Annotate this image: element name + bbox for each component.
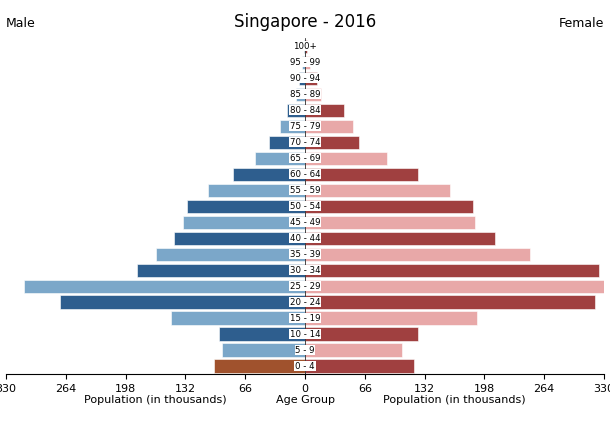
- Text: Age Group: Age Group: [276, 395, 334, 405]
- Bar: [279, 119, 305, 133]
- Text: 100+: 100+: [293, 42, 317, 51]
- Bar: [171, 312, 305, 325]
- Bar: [305, 295, 595, 309]
- Bar: [305, 104, 344, 117]
- Bar: [269, 136, 305, 149]
- Text: 40 - 44: 40 - 44: [290, 234, 320, 243]
- Bar: [299, 72, 305, 85]
- Text: Female: Female: [559, 17, 604, 30]
- Bar: [24, 280, 305, 293]
- Bar: [174, 232, 305, 245]
- Bar: [305, 136, 359, 149]
- Text: 80 - 84: 80 - 84: [290, 106, 320, 115]
- Bar: [137, 264, 305, 277]
- Bar: [305, 119, 353, 133]
- Bar: [305, 72, 317, 85]
- Bar: [215, 360, 305, 373]
- Bar: [305, 312, 477, 325]
- Bar: [305, 184, 450, 197]
- Bar: [287, 104, 305, 117]
- Text: 35 - 39: 35 - 39: [290, 249, 320, 258]
- Bar: [305, 167, 418, 181]
- Text: 15 - 19: 15 - 19: [290, 314, 320, 323]
- Text: 65 - 69: 65 - 69: [290, 154, 320, 163]
- Bar: [303, 56, 305, 69]
- Text: Male: Male: [6, 17, 36, 30]
- Text: 50 - 54: 50 - 54: [290, 201, 320, 211]
- Text: 20 - 24: 20 - 24: [290, 298, 320, 306]
- Text: 0 - 4: 0 - 4: [295, 362, 315, 371]
- Text: 30 - 34: 30 - 34: [290, 266, 320, 275]
- Bar: [305, 280, 604, 293]
- Bar: [255, 152, 305, 165]
- Text: 75 - 79: 75 - 79: [290, 122, 320, 130]
- Bar: [305, 88, 321, 101]
- Bar: [156, 247, 305, 261]
- Text: 70 - 74: 70 - 74: [290, 138, 320, 147]
- Bar: [305, 40, 307, 53]
- Bar: [305, 247, 529, 261]
- Bar: [305, 264, 600, 277]
- Text: 45 - 49: 45 - 49: [290, 218, 320, 227]
- Text: 55 - 59: 55 - 59: [290, 186, 320, 195]
- Bar: [60, 295, 305, 309]
- Bar: [296, 88, 305, 101]
- Bar: [305, 360, 414, 373]
- Text: 5 - 9: 5 - 9: [295, 346, 315, 354]
- Bar: [183, 215, 305, 229]
- Bar: [305, 200, 473, 212]
- Bar: [305, 343, 402, 357]
- Bar: [305, 152, 387, 165]
- Bar: [232, 167, 305, 181]
- Text: 10 - 14: 10 - 14: [290, 329, 320, 339]
- Bar: [304, 40, 305, 53]
- Bar: [219, 328, 305, 340]
- Text: 60 - 64: 60 - 64: [290, 170, 320, 178]
- Text: 85 - 89: 85 - 89: [290, 90, 320, 99]
- Bar: [305, 215, 475, 229]
- Text: 90 - 94: 90 - 94: [290, 74, 320, 83]
- Bar: [187, 200, 305, 212]
- Bar: [305, 56, 309, 69]
- Bar: [208, 184, 305, 197]
- Title: Singapore - 2016: Singapore - 2016: [234, 13, 376, 31]
- Text: 25 - 29: 25 - 29: [290, 282, 320, 291]
- Text: Population (in thousands): Population (in thousands): [84, 395, 227, 405]
- Text: Population (in thousands): Population (in thousands): [383, 395, 526, 405]
- Text: 95 - 99: 95 - 99: [290, 58, 320, 67]
- Bar: [221, 343, 305, 357]
- Bar: [305, 328, 418, 340]
- Bar: [305, 232, 495, 245]
